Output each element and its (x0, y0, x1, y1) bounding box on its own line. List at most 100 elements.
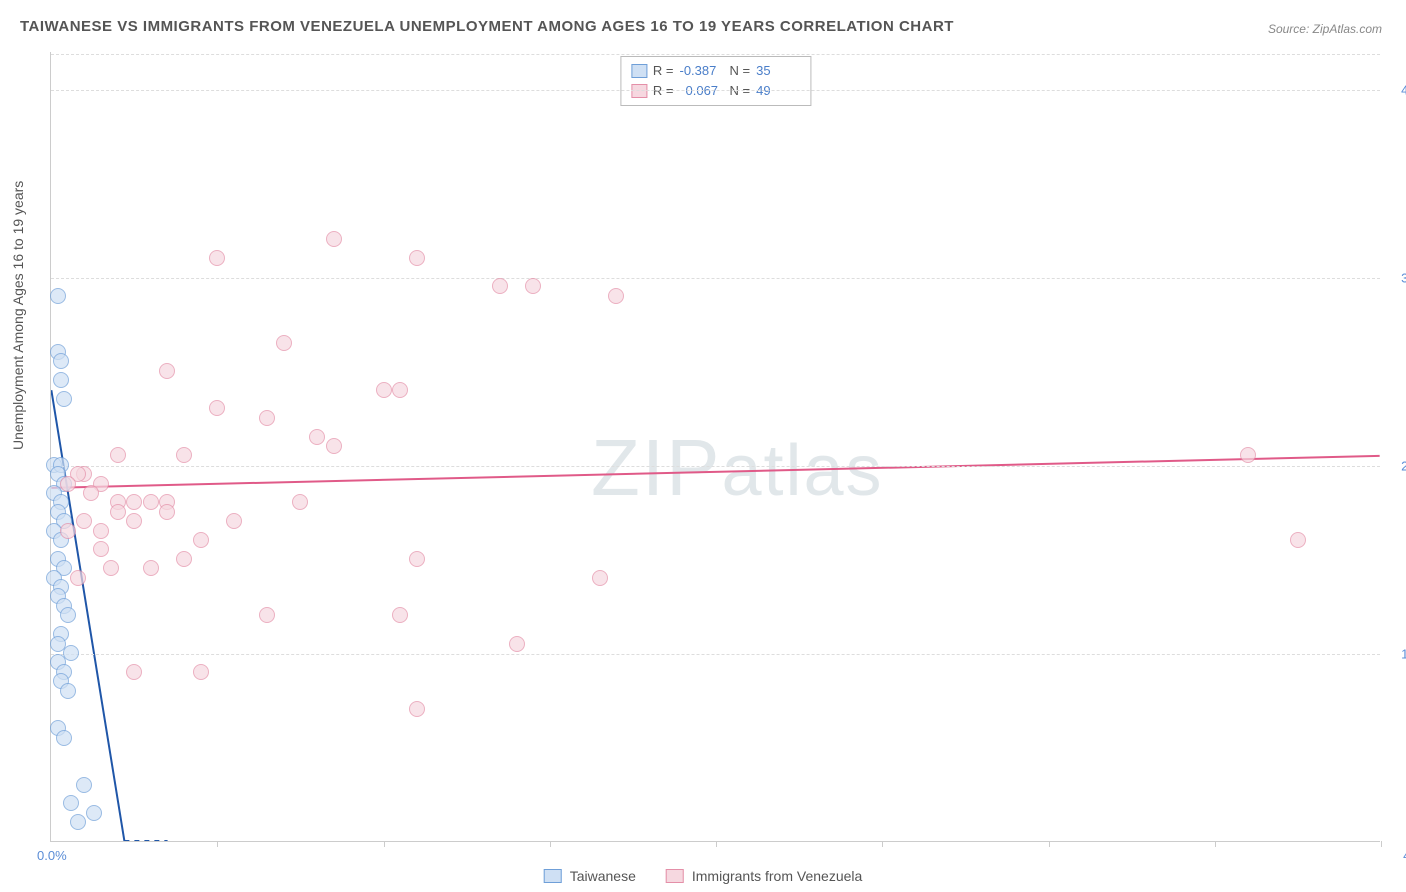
scatter-marker (76, 513, 92, 529)
scatter-marker (309, 429, 325, 445)
x-tick (716, 841, 717, 847)
scatter-marker (592, 570, 608, 586)
scatter-marker (86, 805, 102, 821)
y-axis-label: Unemployment Among Ages 16 to 19 years (10, 181, 26, 450)
scatter-marker (259, 607, 275, 623)
scatter-marker (525, 278, 541, 294)
r-label-1: R = (653, 61, 674, 81)
scatter-marker (63, 795, 79, 811)
legend-swatch-1 (631, 64, 647, 78)
r-value-2: 0.067 (680, 81, 724, 101)
scatter-marker (70, 570, 86, 586)
scatter-marker (392, 382, 408, 398)
scatter-marker (176, 447, 192, 463)
scatter-marker (209, 400, 225, 416)
scatter-marker (492, 278, 508, 294)
legend-series: Taiwanese Immigrants from Venezuela (544, 868, 863, 884)
x-tick-label-min: 0.0% (37, 848, 67, 863)
scatter-marker (409, 250, 425, 266)
gridline (51, 654, 1380, 655)
scatter-marker (409, 701, 425, 717)
scatter-marker (193, 664, 209, 680)
watermark: ZIPatlas (591, 422, 884, 514)
plot-area: ZIPatlas R = -0.387 N = 35 R = 0.067 N =… (50, 52, 1380, 842)
scatter-marker (143, 494, 159, 510)
scatter-marker (326, 231, 342, 247)
scatter-marker (56, 391, 72, 407)
scatter-marker (176, 551, 192, 567)
x-tick (550, 841, 551, 847)
legend-swatch-series-2 (666, 869, 684, 883)
scatter-marker (1240, 447, 1256, 463)
scatter-marker (53, 353, 69, 369)
chart-title: TAIWANESE VS IMMIGRANTS FROM VENEZUELA U… (20, 18, 954, 35)
scatter-marker (53, 372, 69, 388)
legend-stats-row-2: R = 0.067 N = 49 (631, 81, 800, 101)
scatter-marker (103, 560, 119, 576)
legend-label-2: Immigrants from Venezuela (692, 868, 862, 884)
x-tick-label-max: 40.0% (1390, 848, 1406, 863)
scatter-marker (276, 335, 292, 351)
scatter-marker (1290, 532, 1306, 548)
scatter-marker (608, 288, 624, 304)
x-tick (882, 841, 883, 847)
x-tick (1381, 841, 1382, 847)
scatter-marker (226, 513, 242, 529)
scatter-marker (60, 523, 76, 539)
y-tick-label: 20.0% (1388, 458, 1406, 473)
scatter-marker (326, 438, 342, 454)
x-tick (1049, 841, 1050, 847)
scatter-marker (110, 447, 126, 463)
scatter-marker (126, 494, 142, 510)
scatter-marker (60, 683, 76, 699)
scatter-marker (110, 504, 126, 520)
x-tick (217, 841, 218, 847)
n-value-1: 35 (756, 61, 800, 81)
y-tick-label: 30.0% (1388, 270, 1406, 285)
legend-swatch-series-1 (544, 869, 562, 883)
scatter-marker (63, 645, 79, 661)
scatter-marker (60, 476, 76, 492)
scatter-marker (159, 504, 175, 520)
gridline (51, 466, 1380, 467)
gridline (51, 54, 1380, 55)
scatter-marker (292, 494, 308, 510)
y-tick-label: 10.0% (1388, 646, 1406, 661)
n-label-2: N = (730, 81, 751, 101)
scatter-marker (259, 410, 275, 426)
legend-stats: R = -0.387 N = 35 R = 0.067 N = 49 (620, 56, 811, 106)
scatter-marker (93, 523, 109, 539)
x-tick (384, 841, 385, 847)
n-value-2: 49 (756, 81, 800, 101)
scatter-marker (70, 814, 86, 830)
y-tick-label: 40.0% (1388, 82, 1406, 97)
scatter-marker (409, 551, 425, 567)
legend-item-2: Immigrants from Venezuela (666, 868, 862, 884)
scatter-marker (76, 777, 92, 793)
x-tick (1215, 841, 1216, 847)
scatter-marker (56, 730, 72, 746)
scatter-marker (126, 513, 142, 529)
scatter-marker (509, 636, 525, 652)
scatter-marker (60, 607, 76, 623)
gridline (51, 278, 1380, 279)
scatter-marker (193, 532, 209, 548)
r-label-2: R = (653, 81, 674, 101)
scatter-marker (93, 541, 109, 557)
scatter-marker (83, 485, 99, 501)
scatter-marker (392, 607, 408, 623)
legend-swatch-2 (631, 84, 647, 98)
n-label-1: N = (730, 61, 751, 81)
gridline (51, 90, 1380, 91)
scatter-marker (376, 382, 392, 398)
scatter-marker (143, 560, 159, 576)
scatter-marker (159, 363, 175, 379)
legend-item-1: Taiwanese (544, 868, 636, 884)
scatter-marker (50, 288, 66, 304)
source-label: Source: ZipAtlas.com (1268, 22, 1382, 36)
legend-stats-row-1: R = -0.387 N = 35 (631, 61, 800, 81)
scatter-marker (126, 664, 142, 680)
legend-label-1: Taiwanese (570, 868, 636, 884)
trend-lines (51, 52, 1380, 841)
r-value-1: -0.387 (680, 61, 724, 81)
